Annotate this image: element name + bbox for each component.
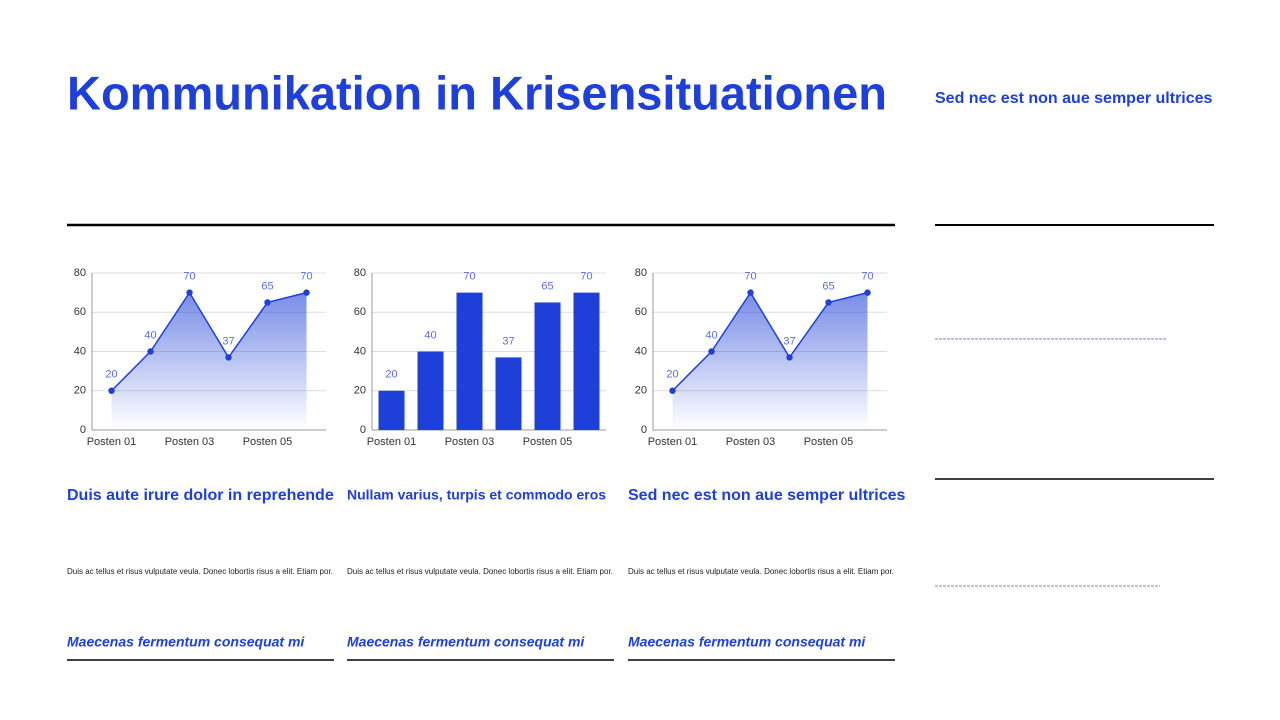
point (708, 348, 715, 355)
y-tick-label: 0 (360, 424, 366, 436)
line (671, 291, 868, 392)
point (864, 289, 871, 296)
x-tick-label: Posten 01 (648, 436, 698, 448)
point (825, 299, 832, 306)
x-tick-label: Posten 01 (367, 436, 417, 448)
side-heading: Sed nec est non aue semper ultrices (935, 90, 1213, 107)
value-label: 20 (105, 369, 117, 381)
y-tick-label: 40 (74, 345, 86, 357)
y-tick-label: 60 (635, 306, 647, 318)
slide-title: Kommunikation in Krisensituationen (67, 66, 887, 119)
column-footer: Maecenas fermentum consequat mi (628, 634, 866, 650)
y-tick-label: 60 (74, 306, 86, 318)
value-label: 37 (502, 335, 514, 347)
value-label: 70 (861, 271, 873, 283)
value-label: 70 (580, 271, 592, 283)
value-label: 70 (183, 271, 195, 283)
value-label: 65 (261, 280, 273, 292)
value-label: 40 (705, 329, 717, 341)
bar (573, 292, 600, 430)
column-body: Duis ac tellus et risus vulputate veula.… (628, 567, 894, 576)
point (108, 387, 115, 394)
x-tick-label: Posten 03 (726, 436, 776, 448)
value-label: 20 (666, 369, 678, 381)
bar (534, 302, 561, 430)
y-tick-label: 40 (635, 345, 647, 357)
column-body: Duis ac tellus et risus vulputate veula.… (67, 567, 333, 576)
y-tick-label: 80 (635, 267, 647, 279)
value-label: 70 (463, 271, 475, 283)
line (110, 291, 307, 392)
column-heading: Sed nec est non aue semper ultrices (628, 487, 906, 504)
y-tick-label: 60 (354, 306, 366, 318)
point (186, 289, 193, 296)
value-label: 70 (300, 271, 312, 283)
point (747, 289, 754, 296)
x-tick-label: Posten 05 (523, 436, 573, 448)
y-tick-label: 20 (354, 385, 366, 397)
point (669, 387, 676, 394)
column-heading: Nullam varius, turpis et commodo eros (347, 487, 606, 503)
y-tick-label: 80 (354, 267, 366, 279)
x-tick-label: Posten 05 (243, 436, 293, 448)
value-label: 37 (222, 335, 234, 347)
column-footer: Maecenas fermentum consequat mi (67, 634, 305, 650)
x-tick-label: Posten 03 (165, 436, 215, 448)
bar (417, 351, 444, 430)
area-fill (111, 292, 307, 430)
column-body: Duis ac tellus et risus vulputate veula.… (347, 567, 613, 576)
column-footer: Maecenas fermentum consequat mi (347, 634, 585, 650)
value-label: 70 (744, 271, 756, 283)
x-tick-label: Posten 03 (445, 436, 495, 448)
bar (378, 390, 405, 430)
y-tick-label: 0 (641, 424, 647, 436)
area-fill (672, 292, 868, 430)
bar (456, 292, 483, 430)
value-label: 65 (541, 280, 553, 292)
point (303, 289, 310, 296)
value-label: 37 (783, 335, 795, 347)
point (264, 299, 271, 306)
bar (495, 357, 522, 430)
point (786, 354, 793, 361)
value-label: 40 (424, 329, 436, 341)
y-tick-label: 0 (80, 424, 86, 436)
point (225, 354, 232, 361)
value-label: 40 (144, 329, 156, 341)
value-label: 20 (385, 369, 397, 381)
x-tick-label: Posten 05 (804, 436, 854, 448)
y-tick-label: 80 (74, 267, 86, 279)
column-heading: Duis aute irure dolor in reprehende (67, 487, 334, 504)
y-tick-label: 20 (635, 385, 647, 397)
x-tick-label: Posten 01 (87, 436, 137, 448)
value-label: 65 (822, 280, 834, 292)
y-tick-label: 40 (354, 345, 366, 357)
point (147, 348, 154, 355)
y-tick-label: 20 (74, 385, 86, 397)
